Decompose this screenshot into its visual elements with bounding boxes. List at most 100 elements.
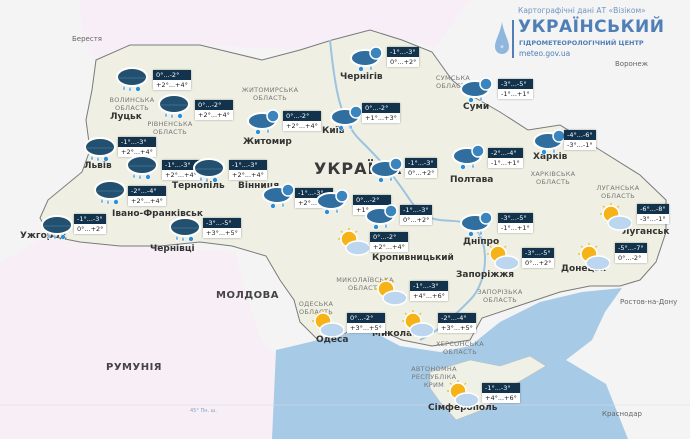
sun-cloud-icon <box>600 203 632 231</box>
temperature-box: -5°...-7° 0°...-2° <box>615 243 647 263</box>
sun-cloud-icon <box>338 228 370 256</box>
temperature-box: -3°...-5° -1°...+1° <box>498 79 533 99</box>
night-temperature: -4°...-6° <box>564 130 596 140</box>
parallel-label: 45° Пн. ш. <box>190 408 217 414</box>
night-temperature: -6°...-8° <box>637 204 669 214</box>
foreign-city-label: Воронеж <box>615 60 649 68</box>
day-temperature: +2°...+4° <box>162 170 200 180</box>
region-label: ОДЕСЬКА ОБЛАСТЬ <box>298 300 334 316</box>
city-label: Полтава <box>450 175 494 185</box>
temperature-box: 0°...-2° +2°...+4° <box>153 70 191 90</box>
day-temperature: +2°...+4° <box>229 170 267 180</box>
snow-cloud-icon <box>316 189 349 215</box>
night-temperature: -1°...-3° <box>229 160 267 170</box>
city-label: Львів <box>84 161 112 171</box>
night-temperature: 0°...-2° <box>195 100 233 110</box>
temperature-box: -4°...-6° -3°...-1° <box>564 130 596 150</box>
snow-cloud-icon <box>330 105 363 131</box>
night-temperature: -2°...-4° <box>128 186 166 196</box>
region-label: ЛУГАНСЬКА ОБЛАСТЬ <box>596 184 640 200</box>
region-label: ЗАПОРІЗЬКА ОБЛАСТЬ <box>477 288 523 304</box>
day-temperature: +2°...+4° <box>118 147 156 157</box>
map-credit: Картографічні дані АТ «Візіком» <box>518 6 646 15</box>
night-temperature: -1°...-3° <box>295 188 333 198</box>
region-label: ХЕРСОНСЬКА ОБЛАСТЬ <box>435 340 485 356</box>
day-temperature: +3°...+5° <box>203 228 241 238</box>
day-temperature: 0°...+2° <box>400 215 433 225</box>
rain-snow-cloud-icon <box>116 67 148 93</box>
region-label: ВОЛИНСЬКА ОБЛАСТЬ <box>109 96 155 112</box>
night-temperature: 0°...-2° <box>353 195 391 205</box>
sun-cloud-icon <box>375 278 407 306</box>
region-label: ХАРКІВСЬКА ОБЛАСТЬ <box>530 170 576 186</box>
foreign-city-label: Берестя <box>72 35 102 43</box>
day-temperature: +4°...+6° <box>482 393 520 403</box>
sea <box>272 288 628 439</box>
night-temperature: 0°...-2° <box>153 70 191 80</box>
rain-snow-cloud-icon <box>126 155 158 181</box>
day-temperature: 0°...+2° <box>74 224 107 234</box>
city-label: Вінниця <box>238 181 280 191</box>
day-temperature: +2°...+4° <box>195 110 233 120</box>
temperature-box: -1°...-3° +2°...+4° <box>229 160 267 180</box>
temperature-box: -3°...-5° -1°...+1° <box>498 213 533 233</box>
brand-url[interactable]: meteo.gov.ua <box>519 49 571 58</box>
city-label: Донецьк <box>561 264 606 274</box>
day-temperature: +3°...+5° <box>438 323 476 333</box>
region-label: РІВНЕНСЬКА ОБЛАСТЬ <box>147 120 193 136</box>
night-temperature: 0°...-2° <box>370 232 408 242</box>
temperature-box: -2°...-4° +3°...+5° <box>438 313 476 333</box>
city-label: Сімферополь <box>428 403 498 413</box>
rain-snow-cloud-icon <box>158 94 190 120</box>
night-temperature: -2°...-4° <box>438 313 476 323</box>
rain-snow-cloud-icon <box>169 217 201 243</box>
city-label: Івано-Франківськ <box>112 209 203 219</box>
foreign-city-label: Ростов-на-Дону <box>620 298 678 306</box>
night-temperature: 0°...-2° <box>283 111 321 121</box>
temperature-box: -6°...-8° -3°...-1° <box>637 204 669 224</box>
snow-cloud-icon <box>365 204 398 230</box>
temperature-box: -1°...-3° 0°...+2° <box>405 158 438 178</box>
romania-area <box>0 240 282 439</box>
sun-cloud-icon <box>402 310 434 338</box>
day-temperature: 0°...+2° <box>522 258 555 268</box>
water-drop-logo-icon: * <box>495 22 509 54</box>
snow-cloud-icon <box>247 109 280 135</box>
temperature-box: -1°...-3° +2°...+4° <box>162 160 200 180</box>
temperature-box: 0°...-2°+1°...+3° <box>362 103 400 123</box>
sun-cloud-icon <box>487 243 519 271</box>
temperature-box: -1°...-3° +2°...+4° <box>118 137 156 157</box>
night-temperature: -1°...-3° <box>162 160 200 170</box>
temperature-box: -1°...-3° +2°...+4° <box>295 188 333 208</box>
city-label: Чернігів <box>340 72 383 82</box>
temperature-box: 0°...-2° +2°...+4° <box>195 100 233 120</box>
temperature-box: -2°...-4° -1°...+1° <box>488 148 523 168</box>
snow-cloud-icon <box>460 77 493 103</box>
city-label: Суми <box>463 102 490 112</box>
day-temperature: +2°...+4° <box>153 80 191 90</box>
temperature-box: 0°...-2° +3°...+5° <box>347 313 385 333</box>
night-temperature: -1°...-3° <box>74 214 107 224</box>
city-label: Житомир <box>243 137 292 147</box>
night-temperature: -1°...-3° <box>400 205 433 215</box>
day-temperature: -1°...+1° <box>488 158 523 168</box>
svg-text:*: * <box>500 44 504 52</box>
night-temperature: -1°...-3° <box>410 281 448 291</box>
rain-snow-cloud-icon <box>94 180 126 206</box>
city-label: Дніпро <box>463 237 500 247</box>
day-temperature: -1°...+1° <box>498 223 533 233</box>
snow-cloud-icon <box>460 211 493 237</box>
day-temperature: +2°...+4° <box>370 242 408 252</box>
city-label: Миколаїв <box>372 329 421 339</box>
rain-snow-cloud-icon <box>84 137 116 163</box>
rain-snow-cloud-icon <box>193 158 225 184</box>
day-temperature: 0°...+2° <box>387 57 420 67</box>
temperature-box: -3°...-5° 0°...+2° <box>522 248 555 268</box>
country-moldova-label: МОЛДОВА <box>216 290 280 301</box>
day-temperature: 0°...-2° <box>615 253 647 263</box>
city-label: Луцьк <box>110 112 142 122</box>
temperature-box: 0°...-2° +2°...+4° <box>370 232 408 252</box>
temperature-box: -1°...-3° 0°...+2° <box>74 214 107 234</box>
city-label: Одеса <box>316 335 349 345</box>
brand-subtitle: ГІДРОМЕТЕОРОЛОГІЧНИЙ ЦЕНТР <box>519 39 644 47</box>
